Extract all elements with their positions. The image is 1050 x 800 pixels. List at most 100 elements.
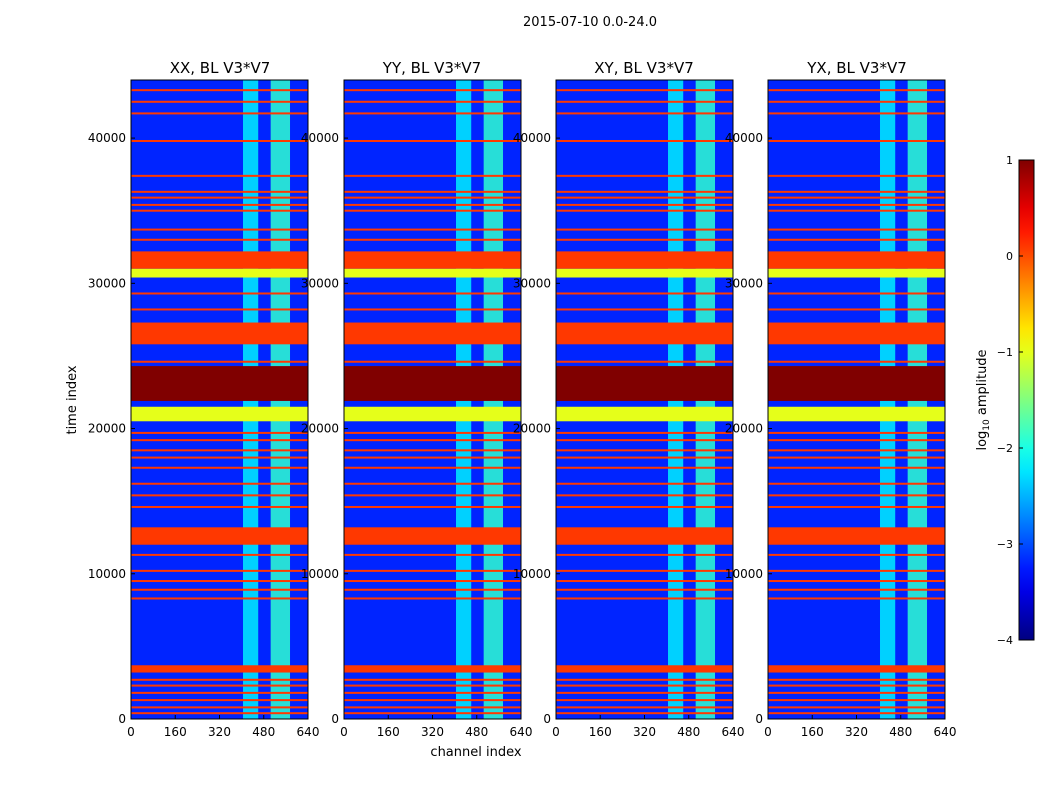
flagged-time-line [556,209,733,212]
x-tick-label: 640 [510,725,533,739]
flagged-time-line [131,466,308,469]
flagged-time-line [131,684,308,687]
flagged-time-line [131,505,308,508]
flagged-time-line [768,597,945,600]
y-tick-label: 20000 [301,422,339,436]
flagged-time-line [556,89,733,92]
flagged-time-line [131,482,308,485]
y-tick-label: 20000 [88,422,126,436]
flagged-time-line [344,588,521,591]
y-tick-label: 10000 [725,567,763,581]
flagged-time-band [344,366,521,401]
flagged-time-line [344,699,521,702]
panel-xx: XX, BL V3*V7 0 160 320 480 640 0 10000 20000 300… [88,59,320,739]
flagged-time-line [556,597,733,600]
flagged-time-line [344,196,521,199]
y-tick-label: 10000 [513,567,551,581]
x-tick-label: 160 [801,725,824,739]
flagged-time-band [131,527,308,545]
flagged-time-band [768,251,945,269]
flagged-time-line [768,308,945,311]
flagged-time-line [768,494,945,497]
flagged-time-line [131,292,308,295]
flagged-time-line [768,209,945,212]
flagged-time-line [768,505,945,508]
flagged-time-line [131,238,308,241]
flagged-time-line [556,699,733,702]
flagged-time-line [344,308,521,311]
flagged-time-line [556,292,733,295]
flagged-time-line [768,588,945,591]
flagged-time-line [131,494,308,497]
flagged-time-band [768,406,945,422]
flagged-time-line [344,439,521,442]
x-tick-label: 320 [845,725,868,739]
flagged-time-line [131,553,308,556]
figure-suptitle: 2015-07-10 0.0-24.0 [523,15,657,30]
x-tick-label: 480 [889,725,912,739]
x-tick-label: 0 [340,725,348,739]
flagged-time-line [768,678,945,681]
panel-title: YY, BL V3*V7 [382,59,481,77]
colorbar-gradient [1018,159,1035,641]
flagged-time-line [344,684,521,687]
colorbar: log10 amplitude 1 0 −1 −2 −3 −4 [975,154,1035,647]
colorbar-tick-label: 1 [1006,154,1013,167]
flagged-time-line [131,588,308,591]
flagged-time-line [344,712,521,715]
flagged-time-line [344,209,521,212]
flagged-time-line [768,580,945,583]
flagged-time-line [768,456,945,459]
flagged-time-line [556,203,733,206]
colorbar-tick-label: −3 [997,538,1013,551]
flagged-time-line [768,228,945,231]
y-tick-label: 30000 [301,276,339,290]
flagged-time-line [131,360,308,363]
flagged-time-line [556,456,733,459]
flagged-time-line [556,360,733,363]
flagged-time-line [768,699,945,702]
x-tick-label: 320 [633,725,656,739]
colorbar-tick-label: −1 [997,346,1013,359]
flagged-time-band [556,322,733,345]
flagged-time-line [556,691,733,694]
flagged-time-line [556,569,733,572]
x-tick-label: 640 [297,725,320,739]
flagged-time-line [131,89,308,92]
flagged-time-line [344,482,521,485]
flagged-time-line [768,89,945,92]
flagged-time-line [768,712,945,715]
flagged-time-line [768,196,945,199]
flagged-time-line [768,439,945,442]
flagged-time-line [344,431,521,434]
x-tick-label: 320 [421,725,444,739]
colorbar-tick-label: 0 [1006,250,1013,263]
flagged-time-line [344,678,521,681]
y-tick-label: 40000 [88,131,126,145]
flagged-time-band [768,366,945,401]
panel-yx: YX, BL V3*V7 0 160 320 480 640 0 10000 20000 300… [725,59,957,739]
flagged-time-line [131,569,308,572]
flagged-time-line [768,292,945,295]
flagged-time-line [131,431,308,434]
flagged-time-line [556,553,733,556]
x-tick-label: 320 [208,725,231,739]
flagged-time-line [131,190,308,193]
flagged-time-line [556,431,733,434]
flagged-time-line [768,691,945,694]
flagged-time-line [768,569,945,572]
flagged-time-band [344,527,521,545]
flagged-time-band [768,527,945,545]
flagged-time-line [556,308,733,311]
panel-title: XX, BL V3*V7 [170,59,271,77]
flagged-time-line [344,597,521,600]
flagged-time-band [556,366,733,401]
flagged-time-line [556,706,733,709]
flagged-time-line [344,139,521,142]
flagged-time-band [556,268,733,278]
flagged-time-line [768,706,945,709]
flagged-time-line [131,439,308,442]
y-axis-label: time index [65,365,80,434]
flagged-time-band [131,366,308,401]
